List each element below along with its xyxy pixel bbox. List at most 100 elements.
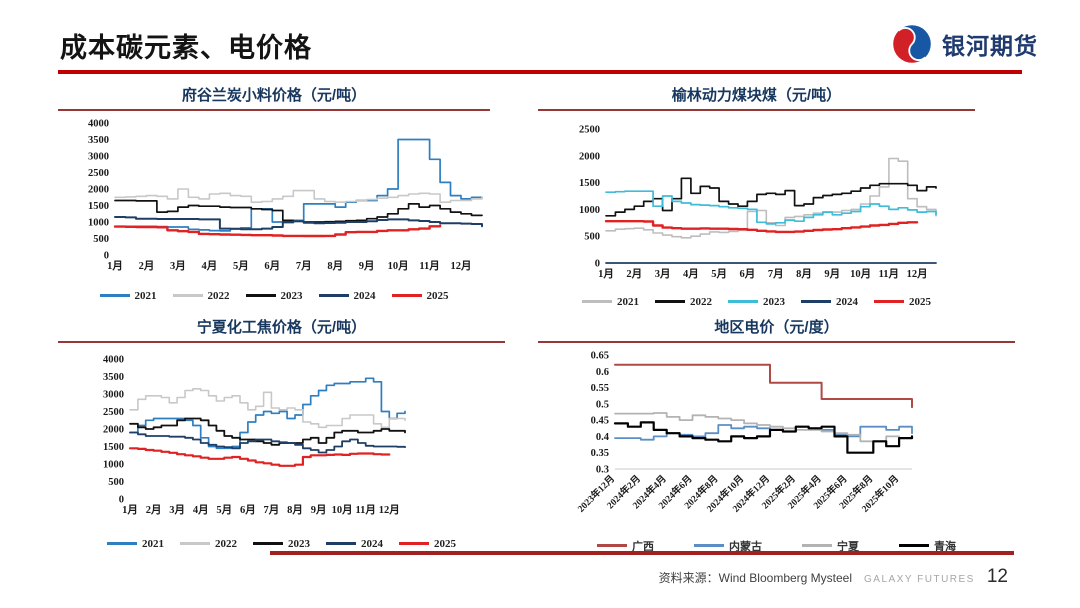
- chart-canvas: 4000 3500 3000 2500 2000 1500 1000 500 01月 2月 3月 4月…: [103, 354, 406, 516]
- series-line-2021: [129, 377, 406, 449]
- legend-swatch: [107, 542, 137, 546]
- chart-panel-fugu-semicoke: 府谷兰炭小料价格（元/吨） 4000 3500 3000 2500 2000 1500 10…: [58, 86, 490, 302]
- brand-label: GALAXY FUTURES: [864, 574, 975, 585]
- series-line-2021: [605, 157, 937, 239]
- legend-label: 2025: [434, 537, 456, 550]
- svg-text:2000: 2000: [103, 424, 124, 435]
- legend-label: 2023: [280, 289, 303, 302]
- series-line-2025: [604, 219, 919, 233]
- svg-text:2000: 2000: [579, 151, 600, 162]
- svg-text:10月: 10月: [388, 260, 409, 272]
- legend-swatch: [874, 300, 904, 304]
- chart-plot-area: 4000 3500 3000 2500 2000 1500 1000 500 0 1月 2月 3月 4月…: [58, 113, 490, 290]
- data-source-label: 资料来源：Wind Bloomberg Mysteel: [658, 571, 853, 585]
- legend-swatch: [391, 294, 422, 298]
- series-line-2025: [113, 223, 442, 237]
- legend-label: 2024: [836, 295, 858, 308]
- series-line-2024: [129, 431, 406, 453]
- svg-text:1500: 1500: [579, 178, 600, 189]
- legend-item: 2025: [391, 289, 449, 302]
- legend-swatch: [899, 544, 929, 548]
- series-line-2022: [129, 387, 406, 428]
- page-title: 成本碳元素、电价格: [60, 33, 312, 63]
- svg-text:1500: 1500: [88, 201, 109, 212]
- series-line-2022: [114, 187, 483, 203]
- chart-title: 宁夏化工焦价格（元/吨）: [196, 319, 367, 336]
- svg-text:2月: 2月: [146, 504, 162, 516]
- svg-text:12月: 12月: [379, 504, 400, 516]
- legend-item: 2023: [728, 296, 785, 308]
- legend-item: 2021: [107, 538, 164, 550]
- svg-text:6月: 6月: [264, 260, 280, 272]
- series-line-2023: [605, 189, 937, 225]
- legend-item: 2024: [801, 296, 858, 308]
- chart-legend: 广西 内蒙古 宁夏 青海: [597, 538, 956, 554]
- svg-text:6月: 6月: [240, 504, 256, 516]
- svg-text:3月: 3月: [169, 504, 185, 516]
- chart-plot-area: 4000 3500 3000 2500 2000 1500 1000 500 0 1月 2月 3月 4月…: [58, 345, 505, 538]
- svg-text:9月: 9月: [311, 504, 327, 516]
- chart-canvas: 4000 3500 3000 2500 2000 1500 1000 500 01月 2月 3月 4月…: [88, 118, 483, 272]
- svg-text:7月: 7月: [768, 268, 784, 280]
- legend-label: 广西: [632, 540, 654, 553]
- legend-label: 2025: [909, 295, 931, 308]
- legend-item: 青海: [899, 538, 956, 554]
- svg-text:0.3: 0.3: [596, 464, 609, 475]
- title-underline: [58, 70, 1022, 74]
- legend-item: 2025: [874, 296, 931, 308]
- legend-swatch: [582, 300, 612, 304]
- legend-item: 2023: [245, 289, 303, 302]
- svg-text:4月: 4月: [201, 260, 217, 272]
- legend-swatch: [172, 294, 203, 298]
- chart-legend: 2021 2022 2023 2024 2025: [582, 296, 931, 308]
- svg-text:2月: 2月: [626, 268, 642, 280]
- chart-title-underline: [538, 341, 1015, 343]
- svg-text:12月: 12月: [451, 260, 472, 272]
- legend-label: 宁夏: [837, 540, 859, 553]
- svg-text:5月: 5月: [233, 260, 249, 272]
- svg-text:0: 0: [119, 494, 124, 505]
- legend-label: 2022: [207, 289, 230, 302]
- svg-text:3500: 3500: [103, 372, 124, 383]
- svg-text:12月: 12月: [907, 268, 928, 280]
- legend-label: 2021: [134, 289, 157, 302]
- legend-swatch: [655, 300, 685, 304]
- legend-item: 2023: [253, 538, 310, 550]
- svg-text:8月: 8月: [287, 504, 303, 516]
- series-line-广西: [614, 363, 913, 408]
- svg-text:6月: 6月: [740, 268, 756, 280]
- chart-panel-ningxia-coke: 宁夏化工焦价格（元/吨） 4000 3500 3000 2500 2000 1500 100…: [58, 318, 505, 550]
- chart-title: 府谷兰炭小料价格（元/吨）: [181, 87, 367, 104]
- chart-panel-yulin-coal: 榆林动力煤块煤（元/吨） 2500 2000 1500 1000 500 0 1月 2月 3月 4…: [538, 86, 975, 308]
- legend-label: 2024: [353, 289, 376, 302]
- svg-text:7月: 7月: [264, 504, 280, 516]
- legend-label: 2021: [617, 295, 639, 308]
- chart-title-underline: [538, 109, 975, 111]
- svg-text:2月: 2月: [139, 260, 155, 272]
- legend-item: 2025: [399, 538, 456, 550]
- chart-canvas: 2500 2000 1500 1000 500 01月 2月 3月 4月 5月 6月 7月 8月 9月 10…: [579, 124, 937, 280]
- legend-item: 2022: [180, 538, 237, 550]
- legend-item: 2022: [172, 289, 230, 302]
- series-line-宁夏: [614, 411, 913, 442]
- series-line-2022: [605, 177, 937, 217]
- svg-text:2500: 2500: [88, 168, 109, 179]
- svg-text:3月: 3月: [170, 260, 186, 272]
- svg-text:2500: 2500: [579, 124, 600, 135]
- legend-swatch: [694, 544, 724, 548]
- svg-text:2000: 2000: [88, 184, 109, 195]
- svg-text:0.35: 0.35: [591, 448, 609, 459]
- svg-text:0.45: 0.45: [591, 415, 609, 426]
- svg-text:0.55: 0.55: [591, 383, 609, 394]
- svg-text:1月: 1月: [598, 268, 614, 280]
- svg-text:8月: 8月: [796, 268, 812, 280]
- svg-text:1月: 1月: [122, 504, 138, 516]
- svg-text:1500: 1500: [103, 442, 124, 453]
- chart-title: 榆林动力煤块煤（元/吨）: [671, 87, 842, 104]
- company-logo: 银河期货: [890, 22, 1038, 66]
- svg-text:3月: 3月: [655, 268, 671, 280]
- chart-plot-area: 2500 2000 1500 1000 500 0 1月 2月 3月 4月 5月 6月 7月 8月 9月 10…: [538, 113, 975, 296]
- legend-label: 2025: [426, 289, 449, 302]
- svg-text:4000: 4000: [103, 354, 124, 365]
